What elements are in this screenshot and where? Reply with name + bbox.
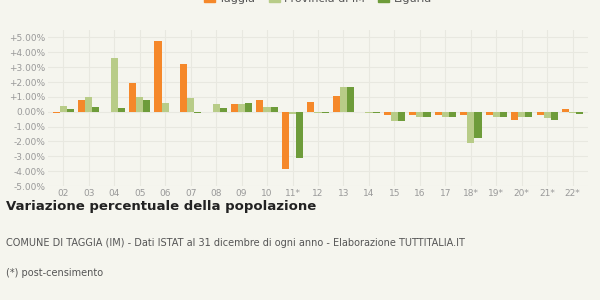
Bar xyxy=(161,103,169,112)
Bar xyxy=(340,87,347,112)
Bar xyxy=(78,100,85,112)
Bar xyxy=(154,41,161,112)
Bar xyxy=(562,109,569,112)
Bar xyxy=(434,112,442,115)
Bar xyxy=(467,112,475,143)
Bar xyxy=(220,108,227,112)
Bar xyxy=(307,102,314,112)
Bar xyxy=(424,112,431,117)
Text: Variazione percentuale della popolazione: Variazione percentuale della popolazione xyxy=(6,200,316,213)
Bar xyxy=(256,100,263,112)
Bar xyxy=(118,108,125,112)
Bar xyxy=(245,103,252,112)
Bar xyxy=(136,97,143,112)
Bar xyxy=(365,112,373,113)
Bar xyxy=(194,112,202,113)
Bar xyxy=(129,83,136,112)
Bar xyxy=(398,112,405,121)
Bar xyxy=(536,112,544,115)
Bar xyxy=(500,112,507,117)
Bar xyxy=(289,112,296,114)
Bar xyxy=(282,112,289,169)
Bar xyxy=(333,96,340,112)
Bar xyxy=(493,112,500,117)
Bar xyxy=(231,103,238,112)
Bar xyxy=(92,107,100,112)
Bar xyxy=(238,103,245,112)
Text: COMUNE DI TAGGIA (IM) - Dati ISTAT al 31 dicembre di ogni anno - Elaborazione TU: COMUNE DI TAGGIA (IM) - Dati ISTAT al 31… xyxy=(6,238,465,248)
Bar xyxy=(187,98,194,112)
Bar xyxy=(347,87,354,112)
Bar xyxy=(576,112,583,114)
Bar xyxy=(53,112,60,113)
Bar xyxy=(511,112,518,120)
Bar xyxy=(391,112,398,122)
Bar xyxy=(442,112,449,117)
Bar xyxy=(544,112,551,118)
Bar xyxy=(526,112,532,117)
Bar xyxy=(60,106,67,112)
Bar xyxy=(569,112,576,113)
Bar xyxy=(314,112,322,113)
Bar xyxy=(271,107,278,112)
Bar xyxy=(143,100,151,112)
Text: (*) post-censimento: (*) post-censimento xyxy=(6,268,103,278)
Bar xyxy=(110,58,118,112)
Bar xyxy=(485,112,493,115)
Bar xyxy=(296,112,303,158)
Legend: Taggia, Provincia di IM, Liguria: Taggia, Provincia di IM, Liguria xyxy=(199,0,437,8)
Bar xyxy=(460,112,467,116)
Bar xyxy=(373,112,380,113)
Bar xyxy=(180,64,187,112)
Bar xyxy=(409,112,416,115)
Bar xyxy=(449,112,456,117)
Bar xyxy=(67,109,74,112)
Bar xyxy=(212,104,220,112)
Bar xyxy=(518,112,526,117)
Bar xyxy=(263,106,271,112)
Bar xyxy=(322,112,329,113)
Bar xyxy=(85,97,92,112)
Bar xyxy=(416,112,424,117)
Bar xyxy=(384,112,391,115)
Bar xyxy=(475,112,482,139)
Bar xyxy=(551,112,558,120)
